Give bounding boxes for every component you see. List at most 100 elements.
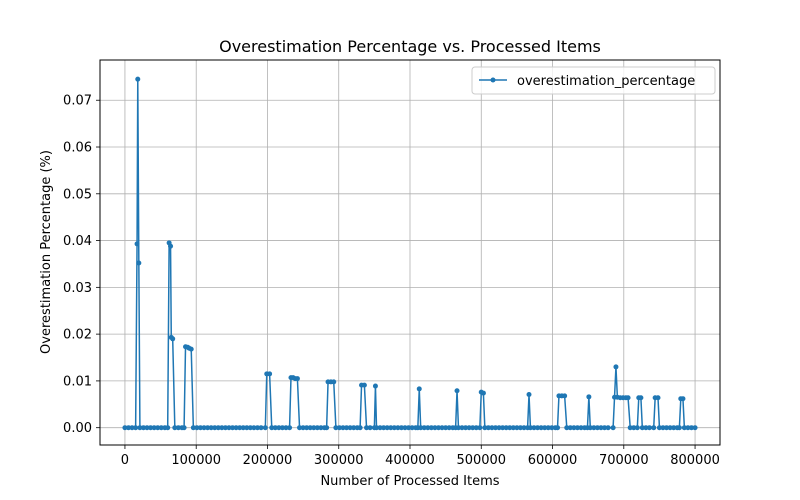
data-point <box>676 425 682 431</box>
data-point <box>276 425 282 431</box>
data-point <box>374 425 380 431</box>
data-point <box>526 391 532 397</box>
data-point <box>233 425 239 431</box>
data-point <box>372 383 378 389</box>
data-point <box>574 425 580 431</box>
data-point <box>591 425 597 431</box>
data-point <box>594 425 600 431</box>
data-point <box>463 425 469 431</box>
data-point <box>503 425 509 431</box>
data-point <box>230 425 236 431</box>
data-point <box>643 425 649 431</box>
data-point <box>610 425 616 431</box>
data-point <box>212 425 218 431</box>
data-point <box>351 425 357 431</box>
data-point <box>283 425 289 431</box>
data-point <box>555 425 561 431</box>
data-point <box>269 425 275 431</box>
x-axis-title: Number of Processed Items <box>320 474 499 489</box>
data-point <box>664 425 670 431</box>
data-point <box>311 425 317 431</box>
data-point <box>507 425 513 431</box>
data-point <box>571 425 577 431</box>
data-point <box>136 260 142 266</box>
data-point <box>237 425 243 431</box>
y-tick-label: 0.04 <box>63 234 92 249</box>
grid-lines <box>100 60 720 445</box>
data-point <box>333 425 339 431</box>
data-point <box>418 425 424 431</box>
data-point <box>473 425 479 431</box>
data-point <box>454 388 460 394</box>
data-point <box>267 371 273 377</box>
data-point <box>304 425 310 431</box>
data-point <box>165 425 171 431</box>
x-tick-label: 100000 <box>171 453 221 468</box>
data-point <box>692 425 698 431</box>
x-tick-label: 200000 <box>243 453 293 468</box>
data-point <box>247 425 253 431</box>
y-tick-label: 0.01 <box>63 374 92 389</box>
data-point <box>493 425 499 431</box>
data-point <box>307 425 313 431</box>
data-point <box>140 425 146 431</box>
data-point <box>272 425 278 431</box>
data-point <box>190 425 196 431</box>
y-tick-label: 0.05 <box>63 187 92 202</box>
data-point <box>194 425 200 431</box>
data-point <box>222 425 228 431</box>
data-point <box>168 243 174 249</box>
data-point <box>361 382 367 388</box>
data-point <box>545 425 551 431</box>
data-point <box>336 425 342 431</box>
data-point <box>496 425 502 431</box>
data-point <box>517 425 523 431</box>
data-point <box>562 393 568 399</box>
data-point <box>443 425 449 431</box>
x-tick-label: 800000 <box>670 453 720 468</box>
data-point <box>613 364 619 370</box>
data-point <box>531 425 537 431</box>
data-point <box>318 425 324 431</box>
data-point <box>425 425 431 431</box>
data-point <box>598 425 604 431</box>
data-point <box>605 425 611 431</box>
data-point <box>455 425 461 431</box>
data-point <box>170 336 176 342</box>
data-point <box>480 390 486 396</box>
data-point <box>436 425 442 431</box>
data-point <box>446 425 452 431</box>
data-point <box>660 425 666 431</box>
series-layer <box>122 76 698 431</box>
data-point <box>567 425 573 431</box>
data-point <box>205 425 211 431</box>
data-point <box>294 376 300 382</box>
data-point <box>300 425 306 431</box>
data-point <box>578 425 584 431</box>
data-point <box>188 346 194 352</box>
data-point <box>685 425 691 431</box>
data-point <box>510 425 516 431</box>
legend-marker-swatch <box>490 77 496 83</box>
data-point <box>181 425 187 431</box>
y-tick-label: 0.06 <box>63 141 92 156</box>
data-point <box>398 425 404 431</box>
data-point <box>421 425 427 431</box>
data-point <box>155 425 161 431</box>
data-point <box>215 425 221 431</box>
data-point <box>137 425 143 431</box>
data-point <box>251 425 257 431</box>
data-point <box>208 425 214 431</box>
data-point <box>151 425 157 431</box>
x-tick-label: 0 <box>121 453 129 468</box>
data-point <box>197 425 203 431</box>
data-point <box>631 425 637 431</box>
data-point <box>482 425 488 431</box>
data-point <box>409 425 415 431</box>
data-point <box>297 425 303 431</box>
data-point <box>287 425 293 431</box>
data-point <box>638 395 644 401</box>
data-point <box>564 425 570 431</box>
data-point <box>586 394 592 400</box>
